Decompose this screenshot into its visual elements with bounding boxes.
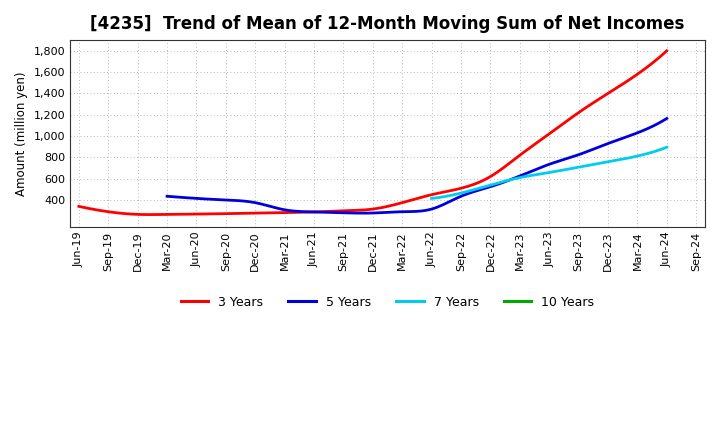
Legend: 3 Years, 5 Years, 7 Years, 10 Years: 3 Years, 5 Years, 7 Years, 10 Years — [176, 291, 599, 314]
Y-axis label: Amount (million yen): Amount (million yen) — [15, 71, 28, 196]
Title: [4235]  Trend of Mean of 12-Month Moving Sum of Net Incomes: [4235] Trend of Mean of 12-Month Moving … — [90, 15, 685, 33]
